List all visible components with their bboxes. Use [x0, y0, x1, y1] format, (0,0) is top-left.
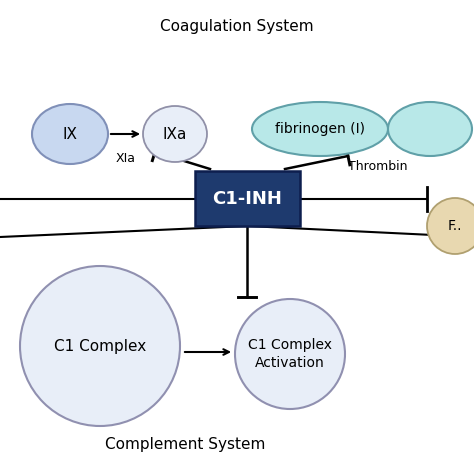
Text: Complement System: Complement System — [105, 437, 265, 452]
Ellipse shape — [20, 266, 180, 426]
Text: IXa: IXa — [163, 127, 187, 142]
Text: IX: IX — [63, 127, 78, 142]
Text: C1 Complex
Activation: C1 Complex Activation — [248, 338, 332, 370]
Text: F..: F.. — [448, 219, 462, 233]
Ellipse shape — [235, 299, 345, 409]
FancyBboxPatch shape — [195, 171, 300, 226]
Ellipse shape — [143, 106, 207, 162]
Text: Coagulation System: Coagulation System — [160, 19, 314, 34]
Ellipse shape — [388, 102, 472, 156]
Text: C1-INH: C1-INH — [212, 190, 283, 208]
Text: Thrombin: Thrombin — [348, 159, 408, 173]
Ellipse shape — [427, 198, 474, 254]
Text: C1 Complex: C1 Complex — [54, 338, 146, 354]
Ellipse shape — [252, 102, 388, 156]
Text: fibrinogen (I): fibrinogen (I) — [275, 122, 365, 136]
Ellipse shape — [32, 104, 108, 164]
Text: XIa: XIa — [116, 152, 136, 164]
